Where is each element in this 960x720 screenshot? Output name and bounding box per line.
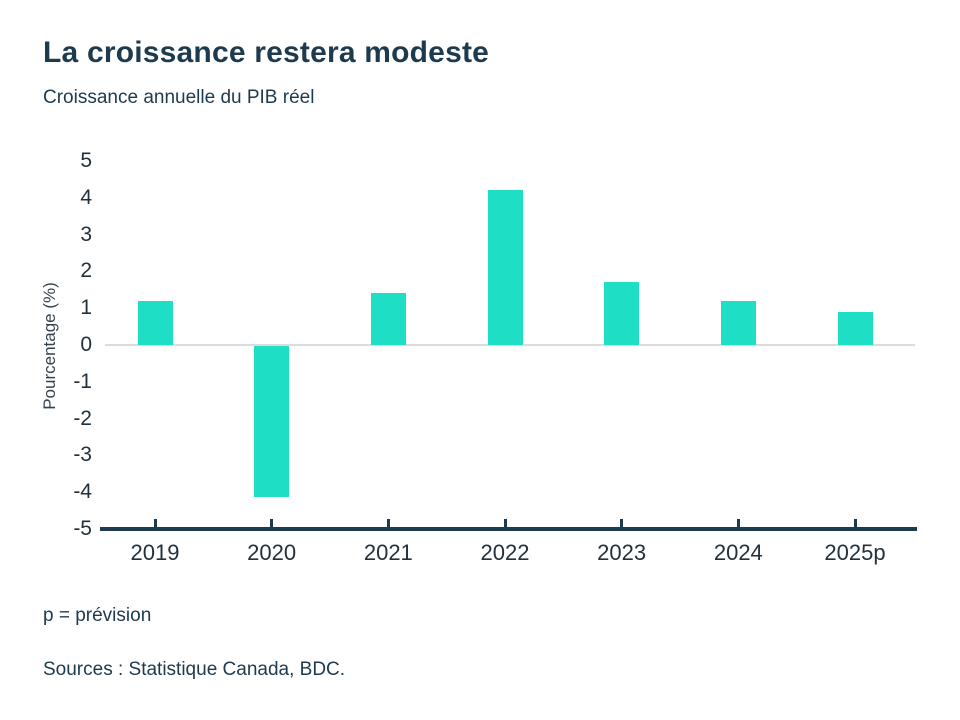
y-tick-label: -5	[73, 517, 92, 540]
y-tick-label: -4	[73, 480, 92, 504]
x-tick-label: 2021	[363, 540, 413, 565]
x-tick-label: 2025p	[824, 540, 886, 565]
chart-title: La croissance restera modeste	[43, 36, 490, 69]
x-tick-mark	[736, 519, 740, 527]
y-tick-label: 4	[80, 185, 92, 209]
y-tick-label: -1	[73, 369, 92, 393]
x-tick-label: 2022	[480, 540, 530, 565]
x-tick-mark	[153, 519, 157, 527]
y-tick-label: -3	[73, 443, 92, 467]
x-tick-mark	[503, 519, 507, 527]
x-tick-mark	[386, 519, 390, 527]
y-tick-label: 2	[80, 259, 92, 283]
y-tick-label: 5	[80, 149, 92, 172]
y-tick-label: 3	[80, 222, 92, 246]
bar-2024	[720, 300, 756, 345]
chart-subtitle: Croissance annuelle du PIB réel	[43, 87, 315, 108]
x-tick-label: 2019	[130, 540, 180, 565]
y-tick-label: 0	[80, 333, 92, 356]
forecast-footnote: p = prévision	[43, 605, 152, 626]
bar-2022	[487, 190, 523, 345]
x-tick-mark	[620, 519, 624, 527]
bar-2021	[370, 293, 406, 345]
bar-2023	[604, 282, 640, 345]
sources-note: Sources : Statistique Canada, BDC.	[43, 659, 346, 680]
bar-2025p	[837, 311, 873, 345]
bar-2020	[254, 346, 290, 497]
x-tick-label: 2023	[597, 540, 647, 565]
x-tick-mark	[270, 519, 274, 527]
y-tick-label: 1	[80, 296, 92, 320]
x-tick-label: 2024	[713, 540, 763, 565]
zero-gridline	[105, 344, 915, 346]
x-tick-label: 2020	[247, 540, 297, 565]
x-tick-mark	[853, 519, 857, 527]
y-tick-label: -2	[73, 406, 92, 430]
x-axis-line	[100, 527, 917, 531]
bar-2019	[137, 300, 173, 345]
